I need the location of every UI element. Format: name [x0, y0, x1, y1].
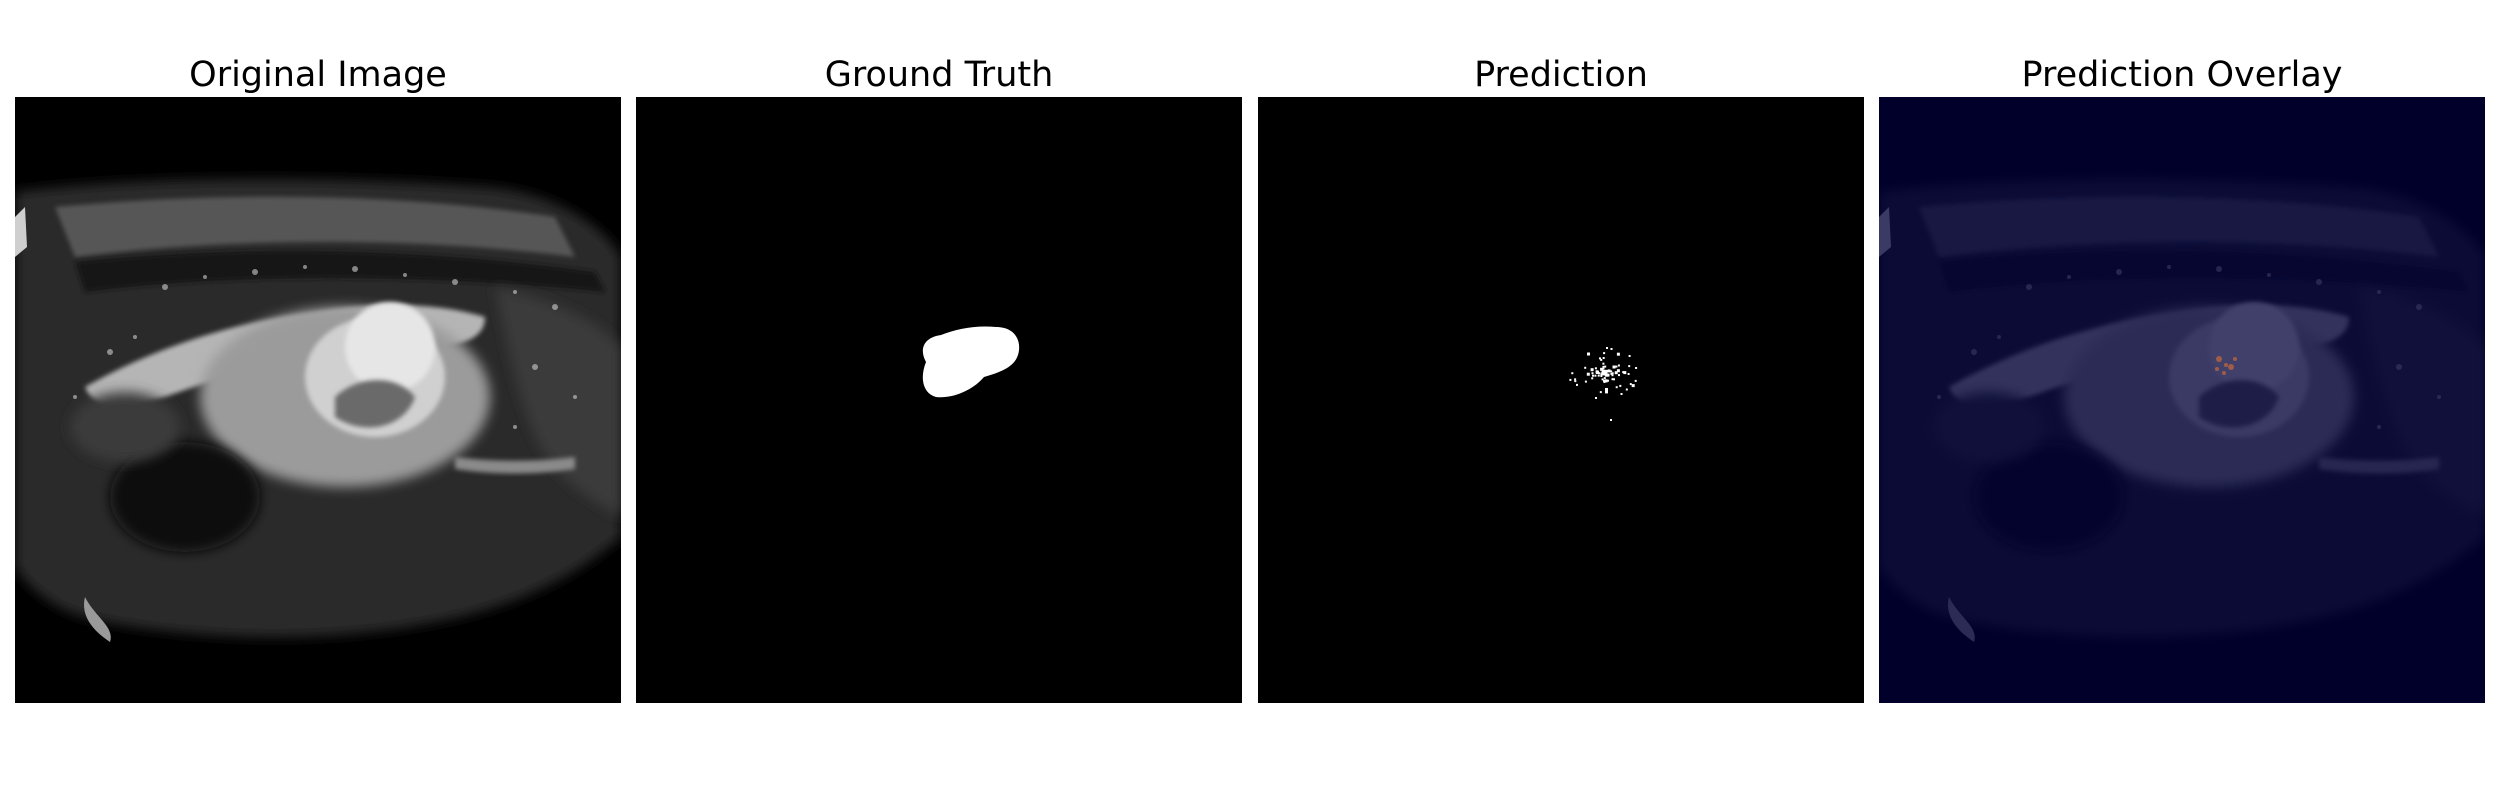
ground-truth-mask — [636, 97, 1242, 703]
ground-truth-panel — [636, 97, 1242, 703]
prediction-points — [1569, 347, 1638, 421]
ground-truth-region — [922, 326, 1020, 398]
panel-title-prediction: Prediction — [1474, 55, 1648, 95]
original-mri-image — [15, 97, 621, 703]
prediction-mask — [1258, 97, 1864, 703]
overlay-hot-spot — [2215, 356, 2237, 375]
panel-title-prediction-overlay: Prediction Overlay — [2021, 55, 2343, 95]
overlay-tint — [1879, 97, 2485, 703]
prediction-overlay-panel — [1879, 97, 2485, 703]
prediction-panel — [1258, 97, 1864, 703]
panel-title-ground-truth: Ground Truth — [824, 55, 1054, 95]
original-image-panel — [15, 97, 621, 703]
prediction-overlay-image — [1879, 97, 2485, 703]
panel-title-original-image: Original Image — [189, 55, 447, 95]
